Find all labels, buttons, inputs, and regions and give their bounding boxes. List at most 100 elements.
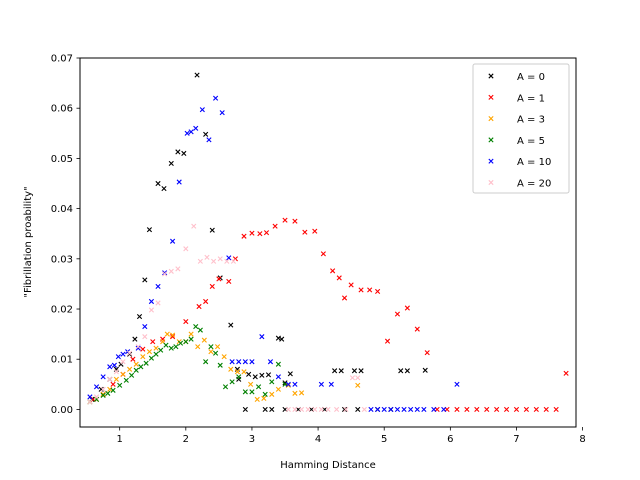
data-point <box>298 406 305 413</box>
data-point <box>194 72 200 78</box>
x-tick-label: 3 <box>249 434 255 445</box>
data-point <box>408 406 414 413</box>
data-point <box>181 150 187 156</box>
data-point <box>209 283 215 290</box>
data-point <box>177 340 184 346</box>
data-point <box>142 324 148 330</box>
data-point <box>292 390 298 396</box>
data-point <box>259 372 265 378</box>
data-point <box>146 227 153 233</box>
data-point <box>206 137 212 143</box>
data-point <box>394 311 401 317</box>
data-point <box>523 406 529 413</box>
data-point <box>208 349 214 355</box>
plot-area <box>87 72 569 413</box>
data-point <box>302 229 308 235</box>
data-point <box>236 359 242 365</box>
data-point <box>162 271 168 277</box>
data-point <box>275 374 281 380</box>
data-point <box>163 342 169 348</box>
data-point <box>355 406 361 413</box>
data-point <box>168 160 174 167</box>
data-point <box>318 381 324 387</box>
data-point <box>105 390 111 396</box>
data-point <box>249 389 255 395</box>
data-point <box>248 381 254 387</box>
data-point <box>336 275 342 281</box>
data-point <box>292 381 298 387</box>
x-axis-label: Hamming Distance <box>280 460 376 471</box>
legend-marker <box>488 116 494 122</box>
data-point <box>193 324 199 330</box>
data-point <box>494 406 500 413</box>
data-point <box>150 339 156 345</box>
x-tick-label: 8 <box>579 434 585 445</box>
data-point <box>454 381 460 387</box>
data-point <box>282 380 288 386</box>
data-point <box>196 303 202 310</box>
data-point <box>348 282 354 288</box>
data-point <box>404 305 410 311</box>
data-point <box>169 334 176 340</box>
data-point <box>117 382 123 388</box>
data-point <box>263 230 270 236</box>
data-point <box>431 406 437 413</box>
data-point <box>93 394 100 400</box>
data-point <box>155 300 161 306</box>
data-point <box>123 377 129 383</box>
data-point <box>175 149 181 155</box>
data-point <box>107 364 113 370</box>
data-point <box>195 344 201 350</box>
y-tick-label: 0.01 <box>51 355 73 366</box>
legend-marker <box>488 137 494 143</box>
data-point <box>209 227 215 233</box>
data-point <box>269 391 275 397</box>
x-tick-label: 6 <box>447 434 453 445</box>
data-point <box>135 344 141 350</box>
data-point <box>100 374 106 380</box>
data-point <box>242 359 248 365</box>
data-point <box>503 406 510 413</box>
data-point <box>351 368 358 374</box>
data-point <box>113 376 119 382</box>
data-point <box>269 406 275 413</box>
data-point <box>140 354 146 360</box>
data-point <box>224 258 230 264</box>
data-point <box>464 406 470 413</box>
y-axis: 0.00 0.01 0.02 0.03 0.04 0.05 0.06 0.07 <box>51 54 80 416</box>
data-point <box>135 345 141 351</box>
data-point <box>221 354 227 360</box>
data-point <box>325 406 331 413</box>
legend-label: A = 20 <box>517 179 551 190</box>
data-point <box>267 359 274 365</box>
data-point <box>298 390 305 396</box>
data-point <box>381 406 387 413</box>
data-point <box>338 368 344 374</box>
data-point <box>162 270 168 276</box>
data-point <box>287 371 293 377</box>
data-point <box>164 331 170 337</box>
data-point <box>153 345 159 351</box>
series-2 <box>87 331 361 405</box>
series-4 <box>87 95 460 413</box>
data-point <box>414 326 420 332</box>
data-point <box>203 131 209 137</box>
data-point <box>553 406 559 413</box>
data-point <box>242 406 248 413</box>
x-axis: 1 2 3 4 5 6 7 8 <box>116 427 586 445</box>
data-point <box>188 336 194 342</box>
data-point <box>226 278 232 284</box>
data-point <box>228 366 234 372</box>
data-point <box>282 217 288 223</box>
data-point <box>183 318 189 325</box>
data-point <box>341 295 348 301</box>
data-point <box>133 367 139 373</box>
data-point <box>259 334 265 340</box>
data-point <box>355 382 361 388</box>
data-point <box>401 406 407 413</box>
x-tick-label: 7 <box>513 434 519 445</box>
data-point <box>158 347 164 353</box>
data-point <box>188 129 194 135</box>
data-point <box>343 406 349 413</box>
y-axis-label: "Fibrillation proability" <box>23 186 34 297</box>
